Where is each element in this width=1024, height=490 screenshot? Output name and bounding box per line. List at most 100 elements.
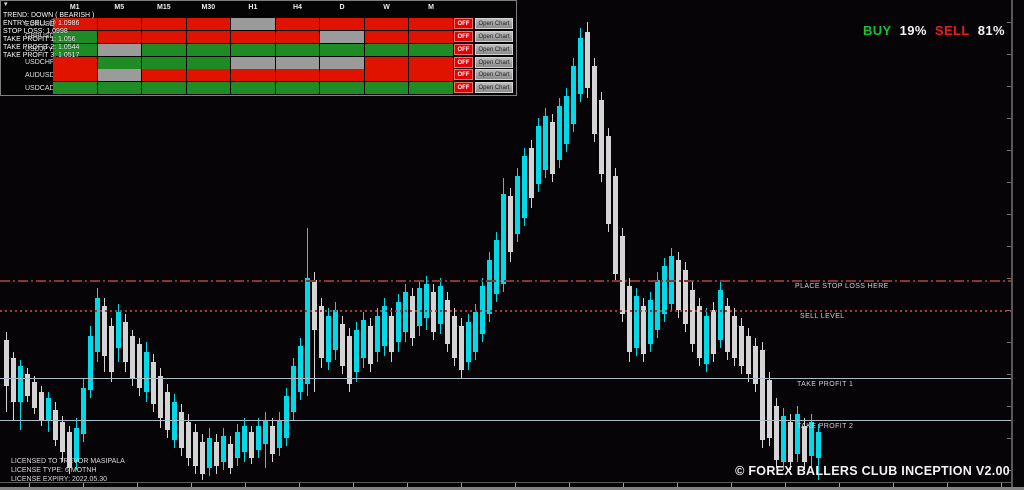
signal-cell-eurusd-h4: [275, 18, 320, 30]
candle-body: [256, 426, 261, 450]
candle-body: [81, 388, 86, 434]
signal-cell-usdchf-h4: [275, 56, 320, 69]
signal-cell-usdjpy-m5: [97, 43, 142, 56]
signal-cell-gbpusd-h1: [231, 30, 275, 43]
signal-cell-usdcad-m: [409, 82, 453, 95]
candle-body: [648, 300, 653, 344]
candle-body: [207, 438, 212, 468]
take-profit-1-line[interactable]: [0, 378, 1012, 379]
signal-cell-usdcad-h1: [231, 82, 275, 95]
candle-body: [25, 374, 30, 396]
collapse-caret-icon[interactable]: ▾: [4, 1, 8, 8]
signal-cell-usdjpy-m1: [53, 43, 97, 56]
signal-cell-usdchf-m15: [142, 56, 186, 69]
take-profit-2-line[interactable]: [0, 420, 1012, 421]
candle-body: [123, 322, 128, 362]
candle-body: [249, 432, 254, 458]
time-axis-tick: [1001, 482, 1002, 487]
pair-label-gbpusd: GBPUSD: [25, 33, 55, 41]
off-button-eurusd[interactable]: OFF: [454, 18, 473, 29]
candle-body: [494, 240, 499, 294]
signal-cell-gbpusd-m1: [53, 30, 97, 43]
license-line-2: LICENSE TYPE: 6 MOTNH: [11, 467, 97, 474]
signal-cell-eurusd-h1: [231, 18, 275, 30]
price-axis-tick: [1007, 438, 1011, 439]
candle-body: [718, 290, 723, 340]
candle-body: [172, 402, 177, 440]
copyright-text: © FOREX BALLERS CLUB INCEPTION V2.00: [735, 464, 1010, 478]
time-axis-tick: [407, 482, 408, 487]
candle-body: [781, 416, 786, 462]
timeframe-label-m15: M15: [156, 4, 171, 11]
price-axis-tick: [1007, 374, 1011, 375]
candle-body: [522, 156, 527, 218]
candle-body: [746, 336, 751, 374]
open-chart-button-usdchf[interactable]: Open Chart: [475, 56, 513, 68]
candle-body: [753, 346, 758, 384]
signal-cell-usdjpy-m15: [142, 43, 186, 56]
candle-body: [487, 260, 492, 314]
open-chart-button-gbpusd[interactable]: Open Chart: [475, 30, 513, 42]
candle-body: [74, 428, 79, 462]
license-line-1: LICENSED TO TREVOR MASIPALA: [11, 458, 125, 465]
open-chart-button-usdjpy[interactable]: Open Chart: [475, 43, 513, 55]
signal-cell-usdchf-m30: [186, 56, 231, 69]
window-bottom-edge: [0, 487, 1024, 490]
signal-cell-usdjpy-h1: [231, 43, 275, 56]
candle-body: [557, 106, 562, 160]
signal-cell-usdcad-m15: [142, 82, 186, 95]
time-axis-tick: [623, 482, 624, 487]
candle-body: [312, 280, 317, 330]
candle-body: [389, 316, 394, 352]
candle-body: [508, 196, 513, 252]
candle-body: [263, 420, 268, 444]
open-chart-button-eurusd[interactable]: Open Chart: [475, 18, 513, 29]
off-button-gbpusd[interactable]: OFF: [454, 30, 473, 42]
take-profit-1-label: TAKE PROFIT 1: [797, 381, 854, 388]
timeframe-label-m: M: [428, 4, 435, 11]
candle-body: [683, 270, 688, 324]
candle-body: [802, 426, 807, 462]
candle-body: [67, 432, 72, 468]
open-chart-button-usdcad[interactable]: Open Chart: [475, 82, 513, 94]
off-button-usdchf[interactable]: OFF: [454, 56, 473, 68]
chart-right-border: [1011, 0, 1013, 490]
time-axis-tick: [29, 482, 30, 487]
candle-body: [340, 324, 345, 366]
candle-body: [473, 312, 478, 352]
candle-body: [95, 298, 100, 352]
signal-cell-audusd-d: [320, 69, 364, 82]
signal-cell-audusd-m1: [53, 69, 97, 82]
candle-body: [368, 326, 373, 364]
candle-body: [739, 326, 744, 366]
candle-body: [606, 136, 611, 224]
candle-body: [599, 100, 604, 174]
open-chart-button-audusd[interactable]: Open Chart: [475, 69, 513, 81]
candle-body: [788, 422, 793, 462]
candle-body: [592, 66, 597, 134]
candle-body: [774, 406, 779, 460]
place-stop-loss-here-line[interactable]: [0, 280, 1012, 282]
signal-cell-eurusd-m15: [142, 18, 186, 30]
candle-body: [270, 426, 275, 454]
buy-value: 19%: [899, 23, 927, 38]
trade-info-line-1: TREND: DOWN ( BEARISH ): [3, 12, 95, 19]
candle-body: [298, 346, 303, 392]
signal-cell-usdcad-m5: [97, 82, 142, 95]
price-axis-tick: [1007, 118, 1011, 119]
signal-cell-usdcad-m30: [186, 82, 231, 95]
candle-body: [550, 122, 555, 174]
candle-body: [564, 96, 569, 144]
signal-cell-usdjpy-w: [364, 43, 409, 56]
sell-level-line[interactable]: [0, 310, 1012, 312]
candle-body: [305, 278, 310, 384]
off-button-audusd[interactable]: OFF: [454, 69, 473, 81]
trade-info-line-3: STOP LOSS: 1.0998: [3, 28, 68, 35]
candle-body: [690, 290, 695, 344]
off-button-usdjpy[interactable]: OFF: [454, 43, 473, 55]
signal-cell-eurusd-m1: [53, 18, 97, 30]
off-button-usdcad[interactable]: OFF: [454, 82, 473, 94]
